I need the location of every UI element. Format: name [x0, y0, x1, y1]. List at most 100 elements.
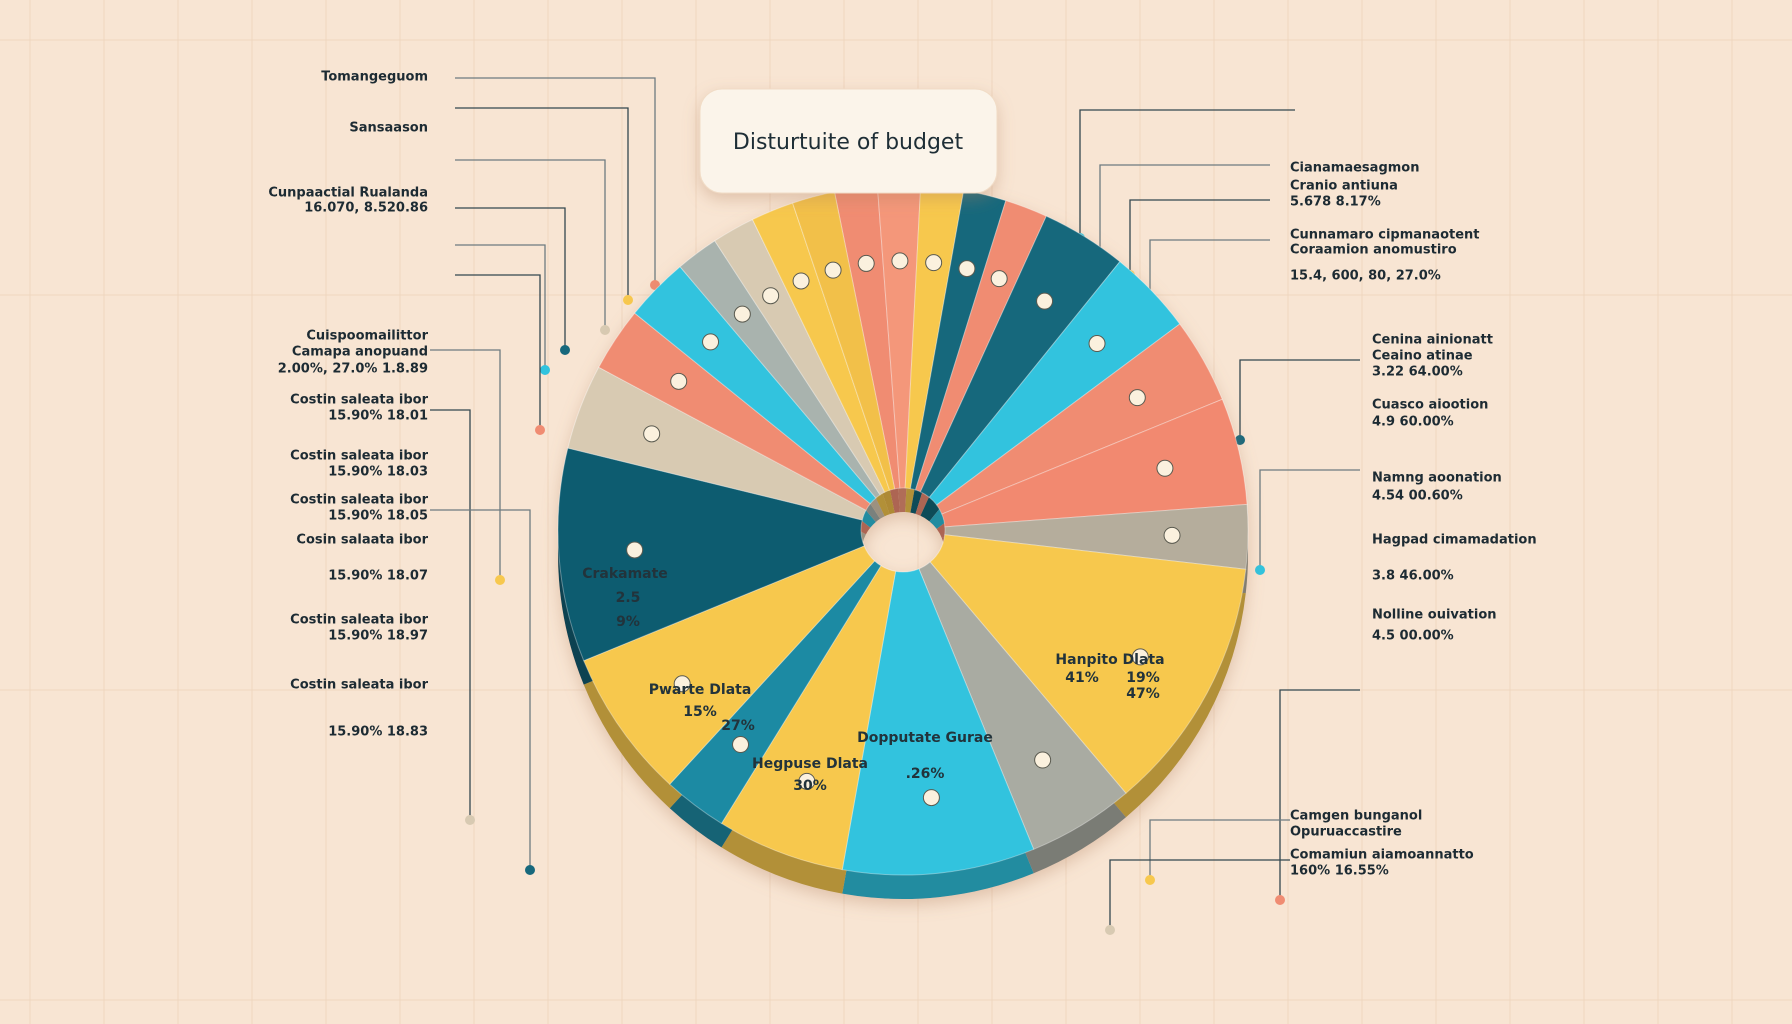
leader-line — [455, 207, 566, 350]
left-label: 15.90% 18.03 — [328, 465, 428, 480]
right-label: Opuruaccastire — [1290, 825, 1402, 840]
leader-line — [1099, 164, 1270, 255]
left-label: 15.90% 18.07 — [328, 569, 428, 584]
slice-annotation: Crakamate — [582, 566, 668, 582]
leader-line — [1259, 469, 1360, 570]
leader-dot — [560, 345, 570, 355]
left-label: Camapa anopuand — [292, 345, 428, 360]
left-label: Costin saleata ibor — [290, 449, 428, 464]
right-label: Cianamaesagmon — [1290, 161, 1419, 176]
right-label: 4.54 00.60% — [1372, 489, 1463, 504]
right-label: Cenina ainionatt — [1372, 333, 1493, 348]
right-label: 4.5 00.00% — [1372, 629, 1454, 644]
slice-badge — [922, 789, 940, 807]
left-label: Costin saleata ibor — [290, 613, 428, 628]
slice-annotation: 2.5 — [616, 590, 641, 606]
slice-annotation: 30% — [793, 778, 827, 794]
slice — [929, 534, 1247, 794]
leader-line — [1239, 359, 1360, 440]
left-label: Costin saleata ibor — [290, 493, 428, 508]
leader-line — [455, 274, 541, 430]
slice-annotation: 9% — [616, 614, 640, 630]
slice-badge — [626, 541, 644, 559]
slice-annotation: Pwarte Dlata — [649, 682, 752, 698]
slice-badge — [958, 260, 976, 278]
leader-dot — [1145, 875, 1155, 885]
slice-badge — [643, 425, 661, 443]
right-label: 3.8 46.00% — [1372, 569, 1454, 584]
slice-badge — [824, 261, 842, 279]
leader-line — [1149, 819, 1290, 880]
left-label: 15.90% 18.05 — [328, 509, 428, 524]
left-label: Cunpaactial Rualanda — [268, 186, 428, 201]
slice-badge — [1036, 292, 1054, 310]
slice-badge — [925, 254, 943, 272]
chart-title: Disturtuite of budget — [733, 130, 964, 155]
left-label: Sansaason — [349, 121, 428, 136]
leader-line — [1129, 199, 1270, 275]
slice — [941, 398, 1248, 528]
leader-dot — [1235, 435, 1245, 445]
right-label: Ceaino atinae — [1372, 349, 1473, 364]
slice — [557, 447, 865, 662]
slice-annotation: 41% — [1065, 670, 1099, 686]
leader-line — [1079, 109, 1295, 238]
slice-badge — [1128, 389, 1146, 407]
left-label: Tomangeguom — [321, 70, 428, 85]
slice-badge — [857, 254, 875, 272]
leader-line — [430, 409, 471, 820]
slice-annotation: Hegpuse Dlata — [752, 756, 868, 772]
slice-annotation: .26% — [906, 766, 945, 782]
leader-dot — [465, 815, 475, 825]
right-label: Nolline ouivation — [1372, 608, 1497, 623]
slice-annotation: Dopputate Gurae — [857, 730, 993, 746]
slice-badge — [732, 736, 750, 754]
right-label: Camgen bunganol — [1290, 809, 1422, 824]
right-label: 15.4, 600, 80, 27.0% — [1290, 269, 1441, 284]
left-label: 15.90% 18.83 — [328, 725, 428, 740]
leader-line — [1279, 689, 1360, 900]
left-label: Cosin salaata ibor — [296, 533, 428, 548]
leader-line — [430, 349, 501, 580]
slice-annotation: 19% — [1126, 670, 1160, 686]
leader-line — [430, 509, 531, 870]
right-label: 160% 16.55% — [1290, 864, 1389, 879]
title-box — [699, 88, 998, 194]
slice-annotation: 47% — [1126, 686, 1160, 702]
right-label: 5.678 8.17% — [1290, 195, 1381, 210]
left-label: 15.90% 18.01 — [328, 409, 428, 424]
leader-line — [455, 159, 606, 330]
left-label: 16.070, 8.520.86 — [304, 201, 428, 216]
leader-dot — [525, 865, 535, 875]
leader-dot — [623, 295, 633, 305]
slice-badge — [891, 252, 909, 270]
slice-badge — [990, 270, 1008, 288]
left-label: 15.90% 18.97 — [328, 629, 428, 644]
pie — [557, 184, 1249, 900]
slice-badge — [1156, 459, 1174, 477]
slice-badge — [762, 287, 780, 305]
leader-dot — [1105, 925, 1115, 935]
right-label: 4.9 60.00% — [1372, 415, 1454, 430]
slice-badge — [1088, 335, 1106, 353]
slice-badge — [798, 772, 816, 790]
right-label: Cuasco aiootion — [1372, 398, 1488, 413]
slice-badge — [1131, 648, 1149, 666]
left-label: Costin saleata ibor — [290, 393, 428, 408]
slice-badge — [1163, 526, 1181, 544]
right-label: Hagpad cimamadation — [1372, 533, 1537, 548]
leader-line — [455, 107, 629, 300]
left-label: 2.00%, 27.0% 1.8.89 — [278, 362, 428, 377]
slice-badge — [792, 272, 810, 290]
leader-line — [455, 244, 546, 370]
left-label: Costin saleata ibor — [290, 678, 428, 693]
slice-annotation: Hanpito Dlata — [1055, 652, 1164, 668]
leader-line — [1149, 239, 1270, 310]
slice-badge — [733, 305, 751, 323]
left-label: Cuispoomailittor — [306, 329, 428, 344]
leader-dot — [540, 365, 550, 375]
right-label: Namng aoonation — [1372, 471, 1502, 486]
leader-dot — [535, 425, 545, 435]
slice-annotation: 27% — [721, 718, 755, 734]
